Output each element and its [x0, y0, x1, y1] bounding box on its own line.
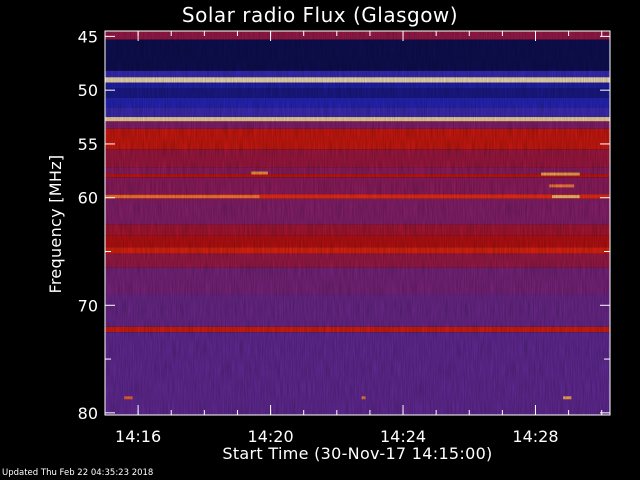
- x-tick-label: 14:16: [115, 427, 161, 446]
- y-tick-label: 70: [78, 296, 98, 315]
- x-tick-label: 14:24: [380, 427, 426, 446]
- y-tick-label: 80: [78, 404, 98, 423]
- x-tick-label: 14:20: [248, 427, 294, 446]
- x-axis: 14:16 14:20 14:24 14:28: [115, 31, 603, 446]
- x-tick-label: 14:28: [512, 427, 558, 446]
- x-axis-label: Start Time (30-Nov-17 14:15:00): [222, 444, 493, 463]
- plot-frame: [104, 30, 611, 416]
- y-tick-label: 50: [78, 81, 98, 100]
- y-tick-label: 60: [78, 189, 98, 208]
- chart-title: Solar radio Flux (Glasgow): [181, 3, 459, 27]
- updated-timestamp: Updated Thu Feb 22 04:35:23 2018: [2, 468, 154, 478]
- y-axis: 45 50 55 60 70 80: [78, 27, 610, 423]
- noise-overlay: [105, 31, 610, 415]
- y-axis-label: Frequency [MHz]: [46, 154, 65, 294]
- y-tick-label: 55: [78, 135, 98, 154]
- y-tick-label: 45: [78, 27, 98, 46]
